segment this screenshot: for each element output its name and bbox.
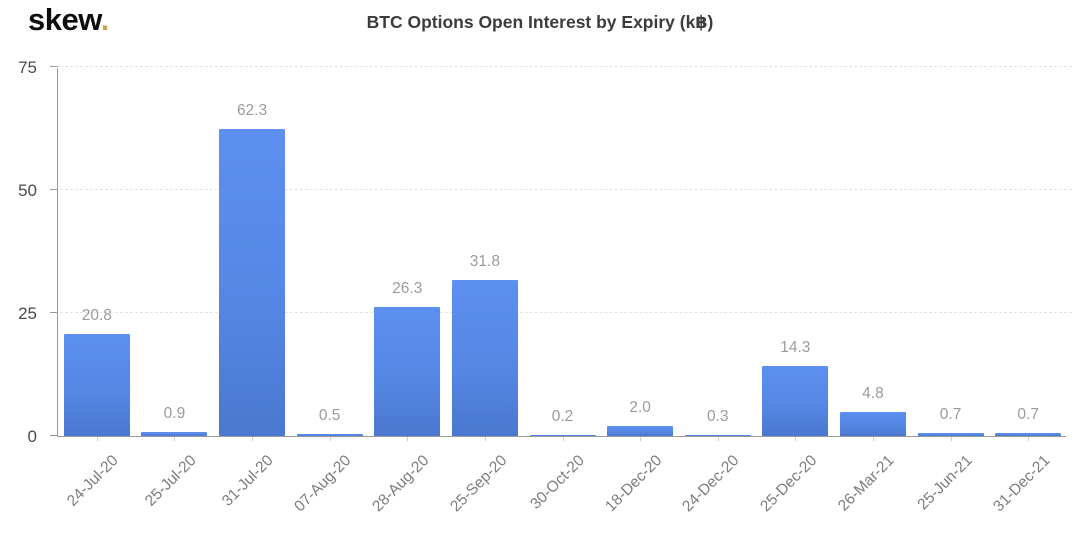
x-tick-label-07-Aug-20: 07-Aug-20 (291, 452, 355, 516)
bar-value-label-26-Mar-21: 4.8 (862, 385, 884, 403)
bar-value-label-24-Jul-20: 20.8 (81, 306, 112, 324)
bar-31-Jul-20[interactable] (219, 129, 286, 436)
bar-18-Dec-20[interactable] (607, 426, 674, 436)
x-tick-label-31-Jul-20: 31-Jul-20 (219, 452, 278, 510)
x-tick-label-25-Dec-20: 25-Dec-20 (757, 452, 821, 516)
y-axis-tick-0 (50, 435, 58, 436)
y-tick-label-25: 25 (18, 304, 37, 323)
bar-25-Jun-21[interactable] (917, 432, 984, 436)
x-tick-label-24-Dec-20: 24-Dec-20 (679, 452, 743, 516)
x-axis-tick-31-Dec-21 (1028, 437, 1030, 441)
x-axis-tick-28-Aug-20 (407, 437, 409, 441)
x-tick-label-26-Mar-21: 26-Mar-21 (835, 452, 898, 515)
y-axis-tick-50 (50, 189, 58, 190)
bar-25-Jul-20[interactable] (141, 431, 208, 436)
bar-value-label-25-Dec-20: 14.3 (780, 338, 811, 356)
bar-25-Dec-20[interactable] (762, 365, 829, 436)
x-axis-tick-25-Dec-20 (795, 437, 797, 441)
bar-value-label-28-Aug-20: 26.3 (392, 279, 423, 297)
y-axis-labels: 0 25 50 75 (0, 58, 47, 446)
bar-value-label-18-Dec-20: 2.0 (629, 399, 651, 417)
x-tick-label-31-Dec-21: 31-Dec-21 (990, 452, 1054, 516)
bar-value-label-31-Dec-21: 0.7 (1017, 405, 1039, 423)
x-axis-tick-25-Jul-20 (174, 437, 176, 441)
x-axis-tick-24-Jul-20 (96, 437, 98, 441)
bar-value-label-07-Aug-20: 0.5 (318, 406, 341, 424)
bar-value-label-25-Jun-21: 0.7 (939, 405, 962, 423)
bar-07-Aug-20[interactable] (296, 433, 363, 436)
y-tick-label-75: 75 (18, 58, 37, 77)
bar-value-label-30-Oct-20: 0.2 (551, 407, 574, 425)
bar-31-Dec-21[interactable] (995, 432, 1062, 436)
y-tick-label-0: 0 (27, 427, 37, 446)
bar-28-Aug-20[interactable] (374, 306, 441, 436)
x-axis-tick-30-Oct-20 (562, 437, 564, 441)
bar-26-Mar-21[interactable] (839, 412, 906, 436)
skew-logo-text: skew (28, 2, 101, 37)
x-axis-tick-31-Jul-20 (252, 437, 254, 441)
x-axis-tick-25-Jun-21 (950, 437, 952, 441)
bar-24-Dec-20[interactable] (684, 434, 751, 436)
skew-logo: skew. (28, 2, 109, 38)
gridline-50 (60, 189, 1072, 190)
y-axis-tick-75 (50, 66, 58, 67)
x-tick-label-25-Jul-20: 25-Jul-20 (141, 452, 200, 510)
bar-value-label-25-Sep-20: 31.8 (469, 252, 500, 270)
x-axis-labels: 24-Jul-20 25-Jul-20 31-Jul-20 07-Aug-20 28-A… (57, 438, 1066, 543)
x-axis-tick-24-Dec-20 (717, 437, 719, 441)
y-axis-tick-25 (50, 312, 58, 313)
bar-value-label-25-Jul-20: 0.9 (163, 404, 186, 422)
x-tick-label-25-Jun-21: 25-Jun-21 (914, 452, 976, 514)
x-tick-label-28-Aug-20: 28-Aug-20 (369, 452, 433, 516)
skew-logo-dot: . (100, 2, 110, 37)
bar-24-Jul-20[interactable] (63, 333, 130, 436)
x-tick-label-18-Dec-20: 18-Dec-20 (601, 452, 666, 516)
x-tick-label-25-Sep-20: 25-Sep-20 (446, 452, 510, 516)
gridline-75 (60, 66, 1072, 67)
bar-30-Oct-20[interactable] (529, 434, 596, 436)
chart-title: BTC Options Open Interest by Expiry (k฿) (366, 12, 714, 32)
bar-25-Sep-20[interactable] (451, 279, 518, 436)
y-tick-label-50: 50 (18, 181, 37, 200)
x-tick-label-30-Oct-20: 30-Oct-20 (526, 452, 588, 513)
x-axis-tick-18-Dec-20 (640, 437, 642, 441)
plot-area: 20.8 0.9 62.3 0.5 26.3 31.8 0.2 2.0 0.3 14.3 4.8 0.… (50, 66, 1072, 441)
x-axis-tick-07-Aug-20 (329, 437, 331, 441)
bar-value-label-24-Dec-20: 0.3 (706, 407, 729, 425)
bar-value-label-31-Jul-20: 62.3 (236, 102, 268, 120)
x-tick-label-24-Jul-20: 24-Jul-20 (64, 452, 122, 510)
x-axis-tick-25-Sep-20 (484, 437, 486, 441)
gridline-25 (60, 312, 1072, 313)
x-axis-tick-26-Mar-21 (872, 437, 874, 441)
